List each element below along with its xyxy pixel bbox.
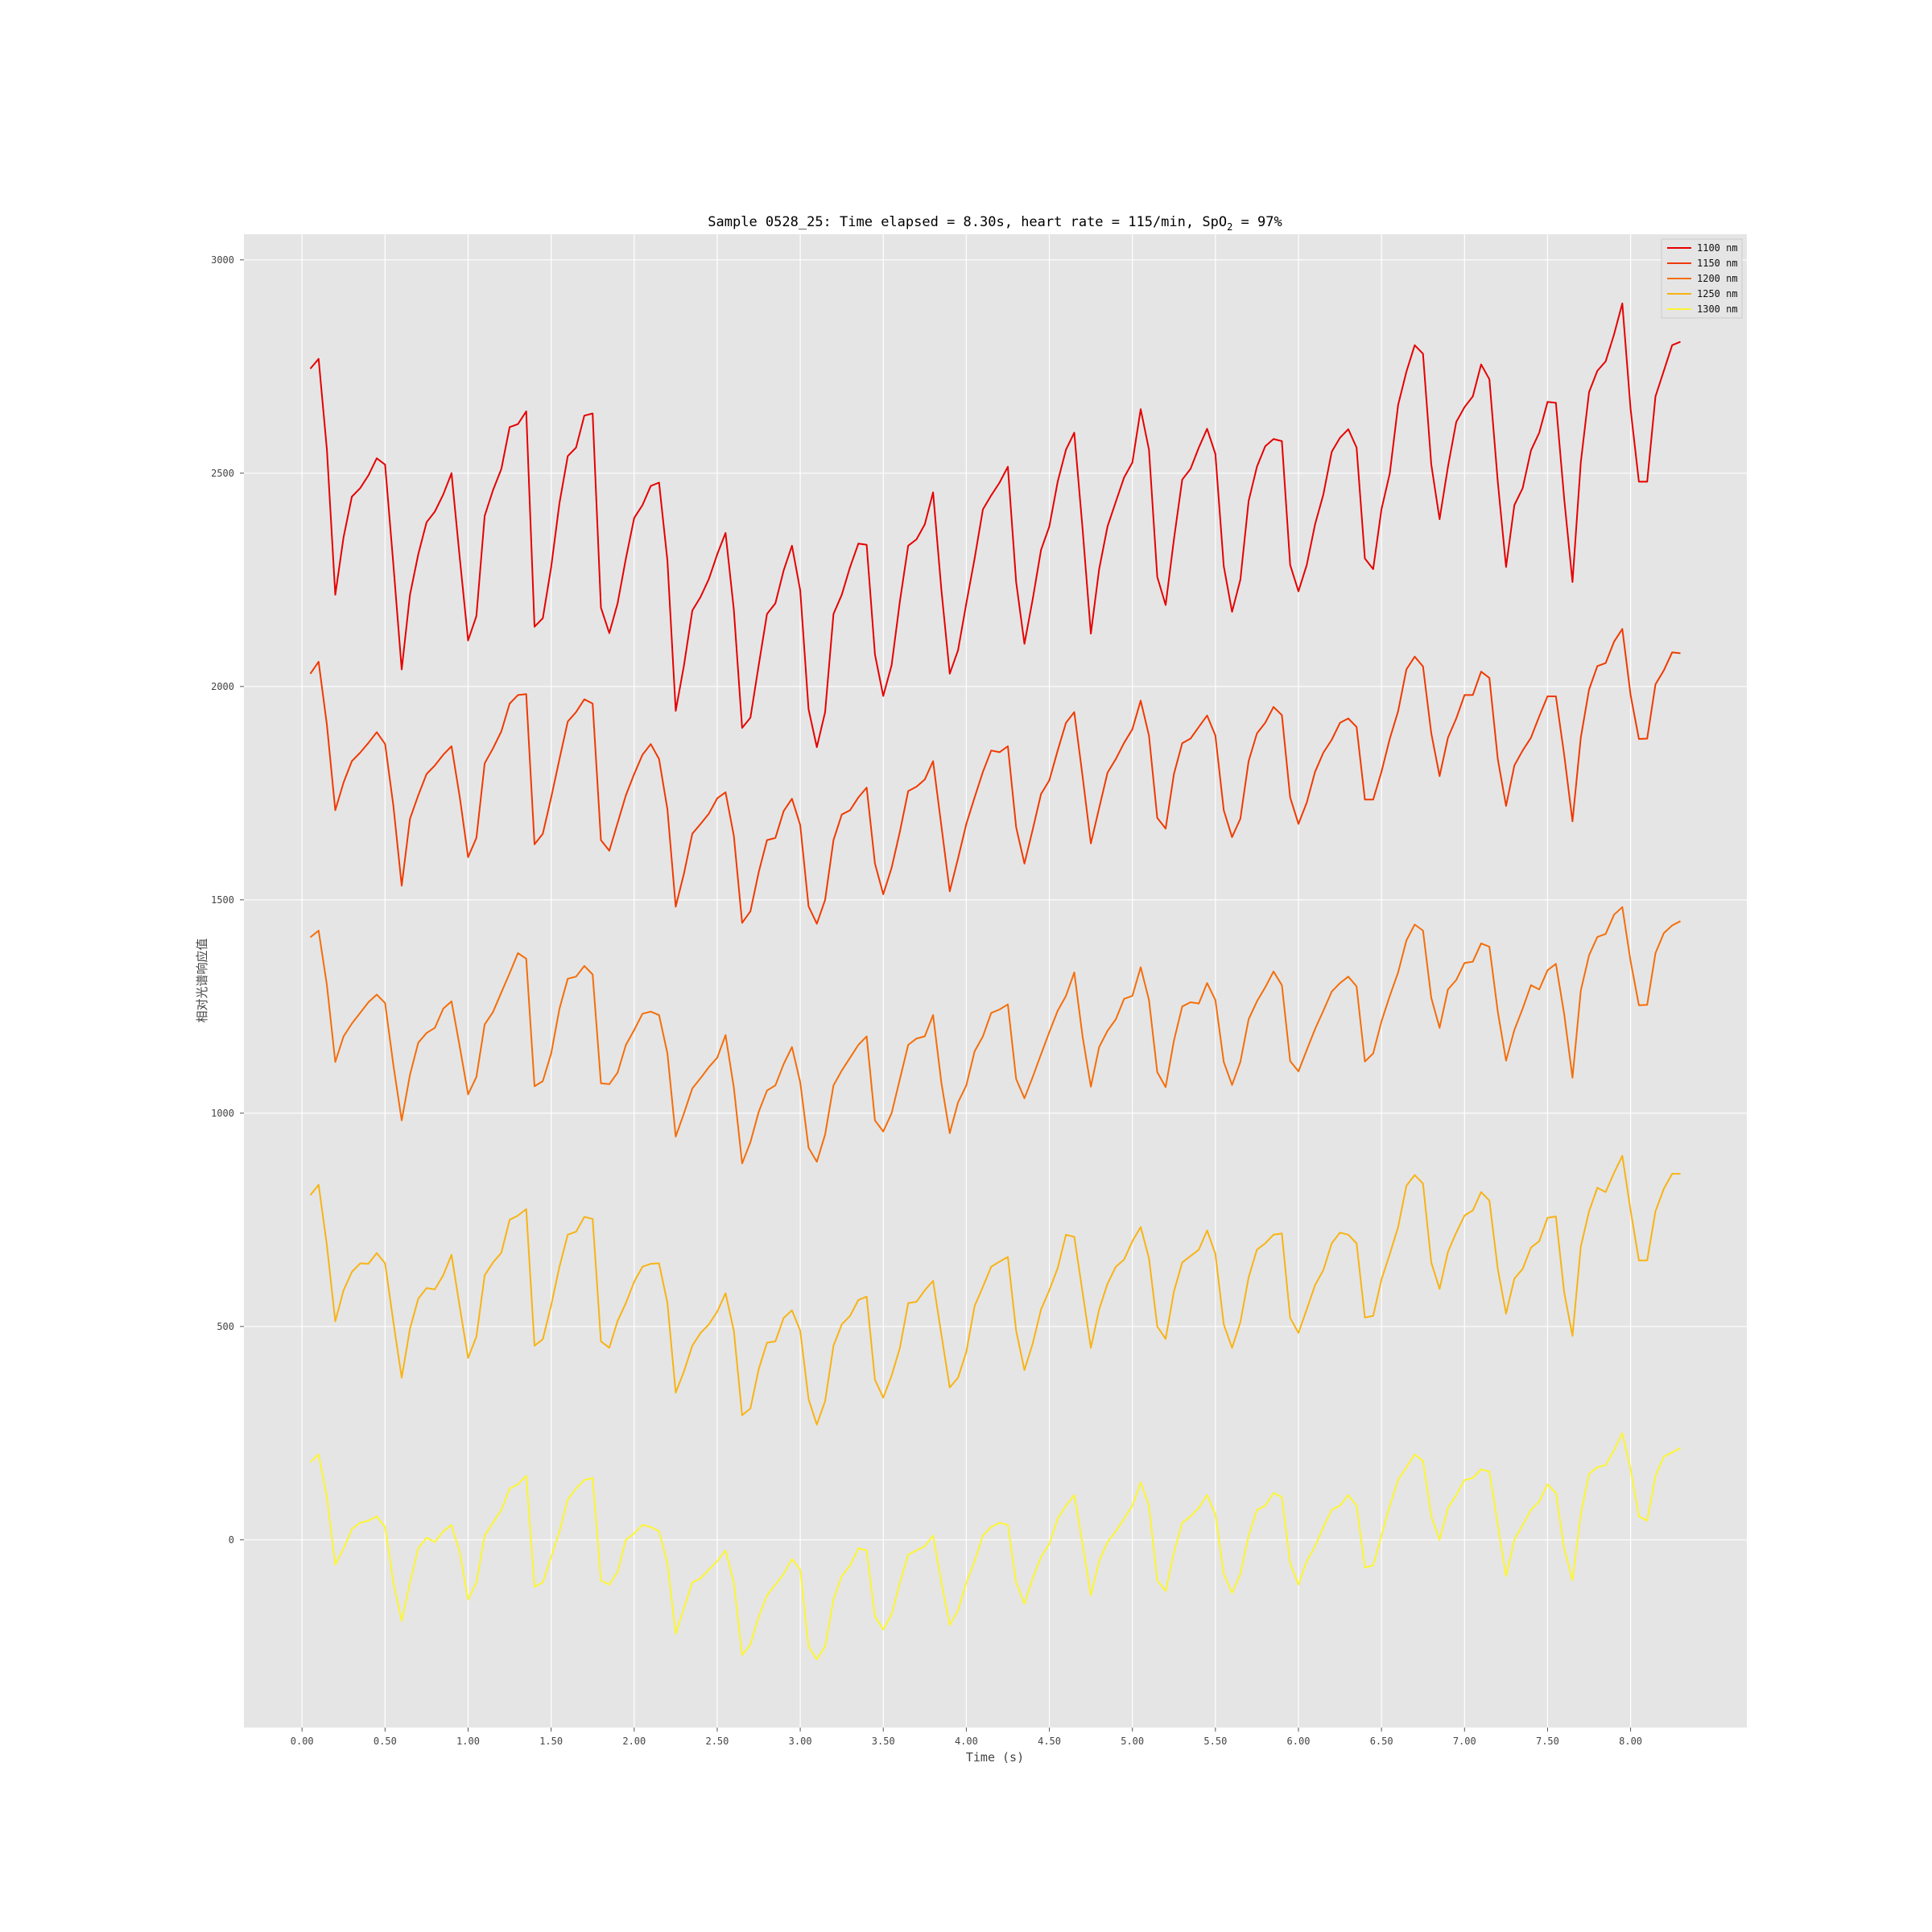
x-tick-label: 4.00 (955, 1736, 978, 1747)
y-tick-label: 500 (217, 1321, 234, 1332)
y-axis-ticks: 0 500 1000 1500 2000 2500 3000 (211, 254, 244, 1546)
x-tick-label: 7.50 (1536, 1736, 1559, 1747)
x-tick-label: 2.00 (622, 1736, 646, 1747)
legend-label: 1250 nm (1697, 288, 1738, 299)
y-tick-label: 0 (229, 1534, 234, 1546)
series-line-1 (309, 628, 1681, 925)
x-tick-label: 5.00 (1121, 1736, 1144, 1747)
series-lines (309, 302, 1681, 1661)
x-tick-label: 2.50 (705, 1736, 729, 1747)
x-tick-label: 0.50 (374, 1736, 397, 1747)
y-tick-label: 1000 (211, 1108, 234, 1119)
x-tick-label: 8.00 (1619, 1736, 1642, 1747)
x-tick-label: 4.50 (1038, 1736, 1061, 1747)
legend: 1100 nm 1150 nm 1200 nm 1250 nm 1300 nm (1661, 238, 1743, 319)
chart-title: Sample 0528_25: Time elapsed = 8.30s, he… (708, 214, 1282, 233)
y-tick-label: 3000 (211, 254, 234, 266)
chart-title-tail: = 97% (1232, 214, 1282, 230)
x-tick-label: 5.50 (1203, 1736, 1227, 1747)
plot-background (244, 234, 1747, 1728)
y-tick-label: 2500 (211, 468, 234, 479)
y-tick-label: 2000 (211, 681, 234, 692)
legend-label: 1200 nm (1697, 273, 1738, 284)
x-tick-label: 6.50 (1370, 1736, 1393, 1747)
x-tick-label: 3.50 (872, 1736, 895, 1747)
x-tick-label: 7.00 (1453, 1736, 1476, 1747)
x-tick-label: 1.00 (456, 1736, 480, 1747)
y-axis-label: 相对光谱响应值 (195, 938, 209, 1022)
legend-label: 1100 nm (1697, 242, 1738, 254)
x-tick-label: 6.00 (1287, 1736, 1311, 1747)
legend-label: 1300 nm (1697, 303, 1738, 315)
legend-label: 1150 nm (1697, 258, 1738, 269)
x-tick-label: 3.00 (789, 1736, 812, 1747)
x-tick-label: 0.00 (291, 1736, 314, 1747)
series-line-4 (309, 1432, 1681, 1661)
series-line-0 (309, 302, 1681, 749)
x-axis-ticks: 0.00 0.50 1.00 1.50 2.00 2.50 3.00 3.50 4.00 4.50… (291, 1728, 1642, 1747)
x-axis-label: Time (s) (966, 1750, 1024, 1765)
chart-title-subscript: 2 (1227, 221, 1232, 233)
series-line-2 (309, 906, 1681, 1165)
y-tick-label: 1500 (211, 894, 234, 906)
chart-title-main: Sample 0528_25: Time elapsed = 8.30s, he… (708, 214, 1227, 230)
series-line-3 (309, 1154, 1681, 1426)
x-tick-label: 1.50 (539, 1736, 563, 1747)
